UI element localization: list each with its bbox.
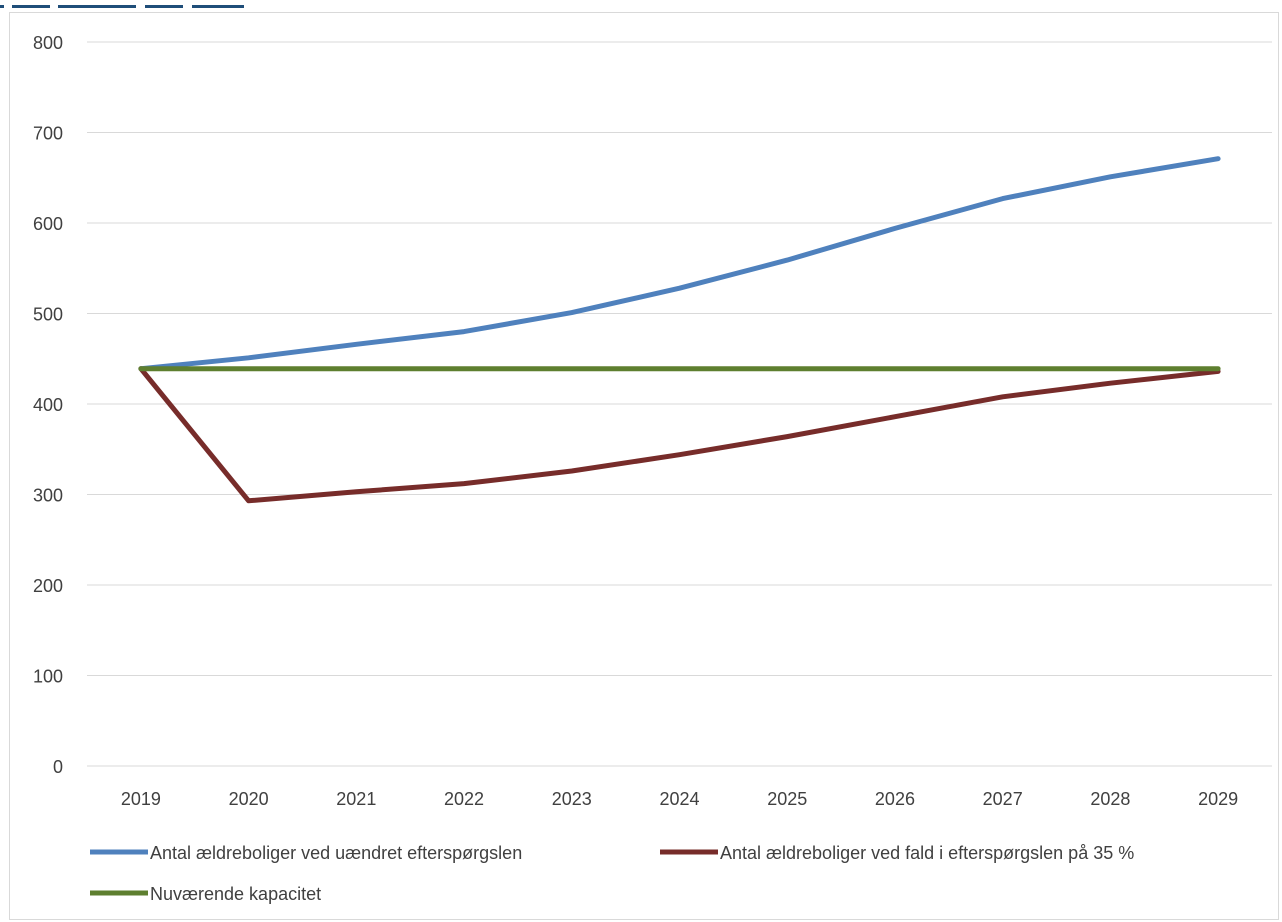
x-tick-label-2019: 2019	[121, 789, 161, 809]
y-tick-label-600: 600	[33, 214, 63, 234]
y-tick-label-200: 200	[33, 576, 63, 596]
y-tick-label-700: 700	[33, 124, 63, 144]
x-tick-label-2020: 2020	[229, 789, 269, 809]
x-tick-label-2022: 2022	[444, 789, 484, 809]
y-tick-label-400: 400	[33, 395, 63, 415]
y-tick-label-300: 300	[33, 486, 63, 506]
x-tick-label-2024: 2024	[659, 789, 699, 809]
y-tick-label-100: 100	[33, 667, 63, 687]
x-tick-label-2025: 2025	[767, 789, 807, 809]
legend: Antal ældreboliger ved uændret efterspør…	[90, 843, 1134, 904]
cropped-header-text	[0, 5, 244, 8]
legend-label-3: Nuværende kapacitet	[150, 884, 321, 904]
x-tick-label-2028: 2028	[1090, 789, 1130, 809]
legend-label-1: Antal ældreboliger ved uændret efterspør…	[150, 843, 522, 863]
series-lines	[138, 156, 1221, 504]
x-tick-label-2029: 2029	[1198, 789, 1238, 809]
series-line-1	[138, 156, 1221, 372]
x-tick-label-2026: 2026	[875, 789, 915, 809]
x-tick-label-2021: 2021	[336, 789, 376, 809]
gridlines	[87, 41, 1272, 767]
x-tick-label-2023: 2023	[552, 789, 592, 809]
x-tick-label-2027: 2027	[983, 789, 1023, 809]
chart-area: 0 100 200 300 400 500 600 700 800 2019 2020 2021 20…	[9, 12, 1279, 920]
series-line-2	[138, 366, 1221, 504]
y-tick-label-800: 800	[33, 33, 63, 53]
y-axis: 0 100 200 300 400 500 600 700 800	[33, 33, 63, 777]
legend-label-2: Antal ældreboliger ved fald i efterspørg…	[720, 843, 1134, 863]
x-axis: 2019 2020 2021 2022 2023 2024 2025 2026 2027 2028…	[121, 789, 1238, 809]
y-tick-label-500: 500	[33, 305, 63, 325]
cropped-header-strip	[0, 0, 1282, 8]
y-tick-label-0: 0	[53, 757, 63, 777]
